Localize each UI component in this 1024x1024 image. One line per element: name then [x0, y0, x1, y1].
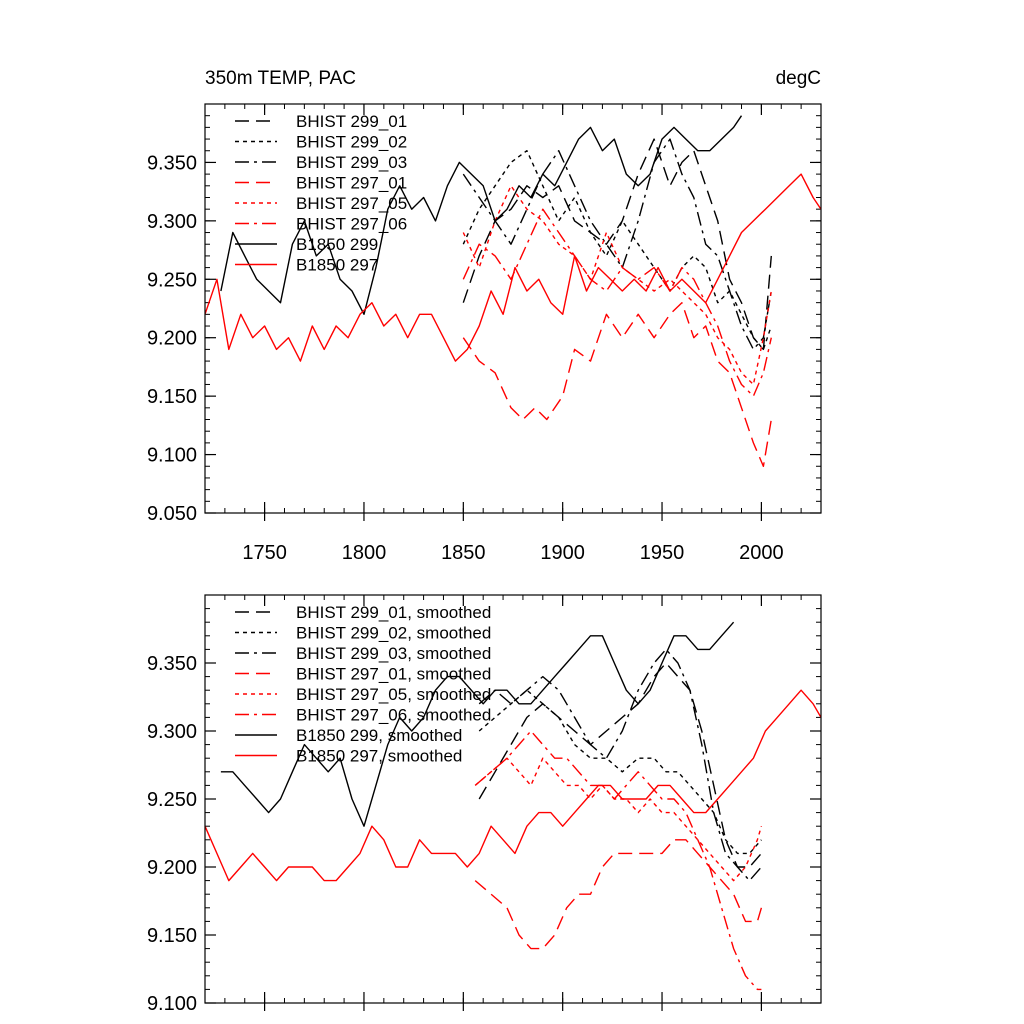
- x-tick-label: 1900: [540, 542, 585, 564]
- legend-label: BHIST 299_02, smoothed: [296, 624, 491, 643]
- series-line-0: [462, 138, 772, 351]
- top-plot-frame: [204, 103, 822, 514]
- y-tick-label: 9.200: [147, 857, 197, 879]
- series-line-3: [462, 302, 772, 467]
- y-tick-label: 9.250: [147, 269, 197, 291]
- series-line-7: [205, 173, 821, 362]
- x-tick-label: 2000: [739, 542, 784, 564]
- legend-label: BHIST 299_01: [296, 112, 407, 131]
- series-line-6: [220, 621, 735, 827]
- series-line-3: [474, 839, 763, 950]
- y-tick-label: 9.150: [147, 925, 197, 947]
- legend-label: BHIST 299_03: [296, 153, 407, 172]
- series-line-1: [478, 689, 762, 855]
- y-tick-label: 9.100: [147, 993, 197, 1015]
- legend-label: BHIST 297_01: [296, 174, 407, 193]
- legend-label: B1850 297, smoothed: [296, 747, 462, 766]
- series-line-5: [462, 208, 772, 397]
- top-title-left: 350m TEMP, PAC: [205, 68, 356, 89]
- y-tick-label: 9.300: [147, 721, 197, 743]
- series-line-5: [474, 730, 762, 991]
- series-line-2: [478, 648, 762, 882]
- legend-label: BHIST 299_03, smoothed: [296, 644, 491, 663]
- x-tick-label: 1800: [342, 542, 387, 564]
- y-tick-label: 9.350: [147, 152, 197, 174]
- y-tick-label: 9.350: [147, 653, 197, 675]
- series-line-2: [462, 138, 772, 351]
- series-line-4: [462, 185, 772, 386]
- y-tick-label: 9.250: [147, 789, 197, 811]
- top-title-right: degC: [776, 68, 821, 89]
- y-tick-label: 9.200: [147, 328, 197, 350]
- series-line-4: [474, 757, 763, 882]
- x-tick-label: 1750: [242, 542, 287, 564]
- legend-label: B1850 299, smoothed: [296, 726, 462, 745]
- top-chart-panel: 9.050 9.100 9.150 9.200 9.250 9.300 9.350 1750 1…: [147, 103, 822, 564]
- legend-label: B1850 297: [296, 256, 378, 275]
- y-tick-label: 9.300: [147, 211, 197, 233]
- y-tick-label: 9.100: [147, 445, 197, 467]
- series-line-7: [205, 689, 821, 882]
- legend-label: BHIST 297_05, smoothed: [296, 685, 491, 704]
- legend-label: B1850 299: [296, 235, 378, 254]
- legend-label: BHIST 297_05: [296, 194, 407, 213]
- series-line-1: [462, 149, 772, 351]
- x-tick-label: 1950: [640, 542, 685, 564]
- legend-label: BHIST 299_01, smoothed: [296, 603, 491, 622]
- legend-label: BHIST 297_06: [296, 215, 407, 234]
- y-tick-label: 9.150: [147, 386, 197, 408]
- legend-label: BHIST 297_01, smoothed: [296, 665, 491, 684]
- bottom-chart-panel: 9.100 9.150 9.200 9.250 9.300 9.350 BHIST 299_…: [147, 594, 822, 1015]
- legend-label: BHIST 299_02: [296, 133, 407, 152]
- legend-label: BHIST 297_06, smoothed: [296, 706, 491, 725]
- bottom-plot-frame: [204, 594, 822, 1004]
- series-line-0: [478, 662, 762, 868]
- x-tick-label: 1850: [441, 542, 486, 564]
- series-line-6: [220, 115, 743, 315]
- y-tick-label: 9.050: [147, 503, 197, 525]
